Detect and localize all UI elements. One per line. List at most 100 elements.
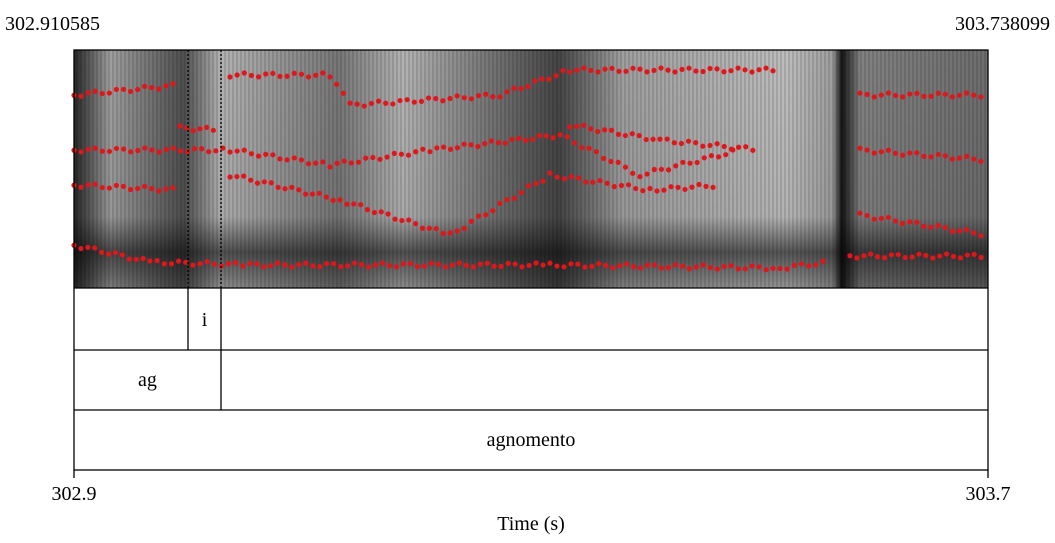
formant-dot [85, 182, 91, 188]
formant-dot [928, 224, 934, 230]
formant-dot [303, 260, 309, 266]
formant-dot [604, 180, 610, 186]
formant-dot [519, 264, 525, 270]
formant-dot [440, 230, 446, 237]
formant-dot [385, 211, 391, 217]
formant-dot [440, 98, 446, 104]
formant-dot [526, 262, 532, 269]
formant-dot [557, 132, 563, 138]
formant-dot [651, 262, 658, 268]
formant-dot [463, 262, 469, 268]
formant-dot [533, 180, 539, 187]
formant-dot [309, 191, 316, 197]
formant-dot [313, 72, 319, 78]
formant-dot [907, 150, 913, 156]
formant-dot [957, 255, 964, 261]
formant-dot [617, 263, 623, 269]
formant-dot [868, 251, 874, 257]
formant-dot [447, 95, 453, 102]
formant-dot [864, 147, 870, 153]
formant-dot [791, 262, 797, 268]
formant-dot [454, 145, 460, 151]
formant-dot [161, 261, 167, 267]
formant-dot [504, 197, 510, 203]
formant-dot [442, 264, 448, 270]
formant-dot [127, 186, 134, 193]
formant-dot [323, 194, 329, 200]
formant-tracks [71, 65, 984, 273]
formant-dot [119, 252, 125, 258]
formant-dot [703, 183, 709, 189]
formant-dot [595, 128, 601, 135]
formant-dot [763, 65, 769, 71]
formant-dot [631, 264, 637, 270]
formant-dot [449, 262, 455, 268]
formant-dot [820, 258, 826, 264]
formant-dot [861, 253, 867, 259]
formant-dot [191, 146, 198, 152]
formant-dot [156, 188, 162, 194]
formant-dot [435, 261, 441, 267]
start-time: 302.910585 [5, 13, 100, 35]
formant-dot [163, 186, 169, 192]
formant-dot [106, 90, 112, 96]
formant-dot [707, 142, 713, 149]
formant-dot [664, 136, 670, 142]
formant-dot [121, 146, 127, 152]
formant-dot [735, 144, 742, 150]
formant-dot [386, 263, 393, 269]
formant-dot [622, 132, 628, 139]
formant-dot [707, 264, 713, 271]
formant-dot [714, 141, 720, 147]
formant-dot [310, 263, 316, 269]
formant-dot [956, 92, 963, 98]
formant-dot [651, 67, 657, 74]
formant-dot [468, 96, 475, 102]
formant-dot [149, 186, 155, 192]
formant-dot [334, 81, 340, 87]
formant-dot [971, 251, 977, 257]
formant-dot [608, 158, 614, 165]
formant-dot [881, 255, 888, 261]
formant-dot [78, 184, 84, 190]
formant-dot [921, 93, 927, 99]
formant-dot [327, 74, 333, 80]
formant-dot [864, 91, 870, 98]
formant-dot [135, 185, 141, 192]
formant-dot [470, 264, 476, 270]
formant-dot [284, 157, 290, 163]
formant-dot [190, 128, 196, 134]
formant-dot [679, 263, 686, 269]
formant-dot [303, 191, 309, 197]
formant-dot [135, 147, 141, 154]
formant-dot [248, 151, 255, 157]
formant-dot [949, 156, 956, 162]
formant-dot [92, 88, 98, 94]
formant-dot [935, 222, 941, 229]
formant-dot [546, 76, 552, 82]
formant-dot [505, 260, 511, 266]
formant-dot [92, 245, 98, 251]
formant-dot [142, 83, 148, 89]
formant-dot [142, 183, 148, 189]
formant-dot [113, 182, 119, 189]
formant-dot [956, 228, 963, 234]
formant-dot [483, 212, 489, 218]
formant-dot [317, 264, 323, 270]
formant-dot [654, 188, 660, 194]
formant-dot [240, 263, 246, 269]
formant-dot [364, 207, 371, 213]
formant-dot [847, 253, 853, 259]
formant-dot [586, 145, 592, 151]
formant-dot [978, 254, 984, 260]
formant-dot [696, 181, 702, 188]
formant-dot [682, 186, 688, 193]
formant-dot [390, 101, 396, 107]
formant-dot [404, 97, 410, 103]
formant-dot [502, 140, 508, 146]
formant-dot [871, 216, 877, 222]
formant-dot [177, 148, 183, 154]
formant-dot [433, 226, 439, 232]
formant-dot [384, 154, 390, 160]
formant-dot [263, 151, 269, 157]
